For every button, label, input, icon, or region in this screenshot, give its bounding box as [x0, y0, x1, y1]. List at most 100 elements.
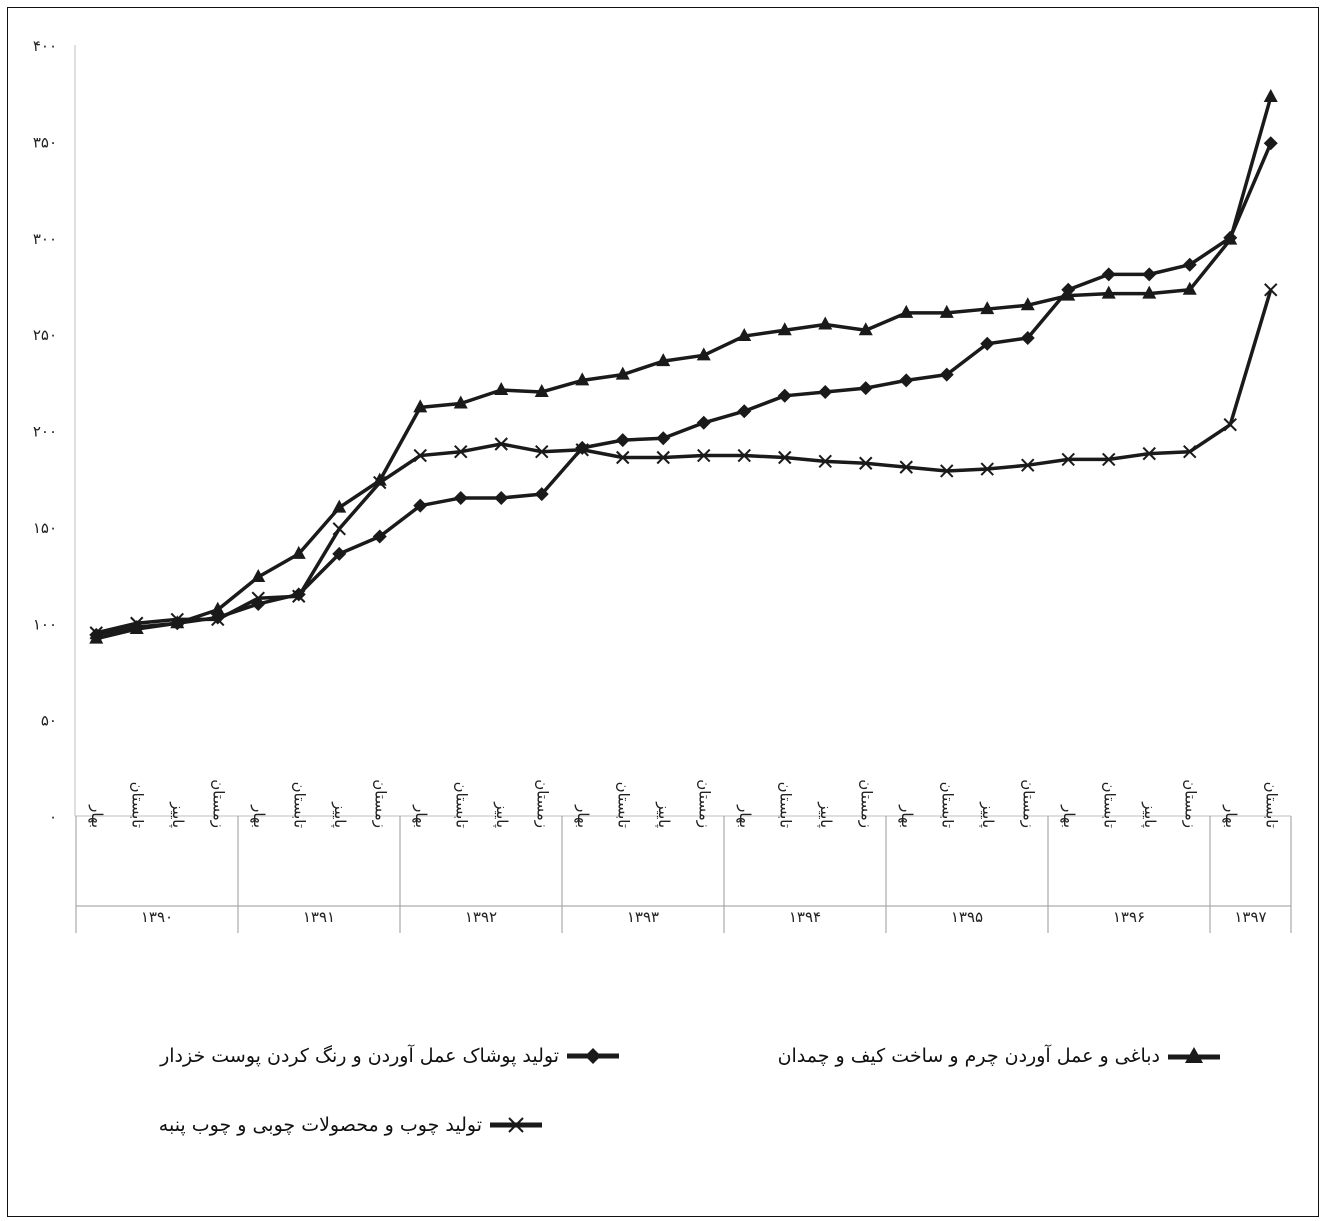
x-marker	[1102, 452, 1116, 467]
x-marker	[575, 443, 589, 457]
legend-label-wood: تولید چوب و محصولات چوبی و چوب پنبه	[158, 1114, 482, 1136]
year-label: ۱۳۹۵	[951, 908, 983, 926]
season-tick-label: بهار	[412, 804, 430, 828]
year-label: ۱۳۹۷	[1234, 908, 1266, 926]
triangle-marker	[1142, 285, 1157, 299]
triangle-marker	[1020, 297, 1035, 311]
season-tick-label: زمستان	[209, 779, 227, 828]
x-marker	[170, 612, 184, 627]
season-tick-label: تابستان	[1262, 782, 1280, 828]
x-marker	[737, 448, 751, 463]
legend-label-leather: دباغی و عمل آوردن چرم و ساخت کیف و چمدان	[777, 1045, 1160, 1067]
x-marker	[1061, 452, 1075, 467]
y-tick-label: ۲۰۰	[33, 423, 57, 441]
diamond-marker	[777, 388, 792, 403]
season-tick-label: پاییز	[168, 801, 187, 828]
diamond-marker	[858, 381, 873, 396]
x-marker	[1223, 418, 1237, 432]
diamond-marker	[1263, 136, 1278, 151]
year-label: ۱۳۹۶	[1113, 908, 1145, 926]
diamond-marker	[332, 546, 347, 561]
season-tick-label: زمستان	[1019, 779, 1037, 828]
diamond-marker	[453, 490, 468, 505]
legend-item-clothing: تولید پوشاک عمل آوردن و رنگ کردن پوست خز…	[160, 1045, 621, 1067]
diamond-marker	[1101, 267, 1116, 282]
diamond-marker	[818, 384, 833, 399]
season-tick-label: تابستان	[776, 782, 794, 828]
season-tick-label: پاییز	[978, 801, 997, 828]
diamond-marker	[413, 498, 428, 513]
triangle-marker	[494, 382, 509, 396]
year-label: ۱۳۹۱	[303, 908, 335, 926]
x-marker	[1021, 458, 1035, 472]
season-tick-label: تابستان	[938, 782, 956, 828]
triangle-marker	[534, 383, 549, 397]
x-marker	[373, 475, 387, 490]
legend-item-wood: تولید چوب و محصولات چوبی و چوب پنبه	[159, 1114, 544, 1136]
series-line-2	[95, 96, 1273, 641]
triangle-marker	[980, 301, 995, 315]
season-tick-label: پاییز	[816, 801, 835, 828]
x-marker	[940, 464, 954, 478]
triangle-marker	[737, 328, 752, 342]
year-label: ۱۳۹۴	[789, 908, 821, 926]
diamond-marker	[696, 415, 711, 430]
diamond-marker	[372, 529, 387, 544]
triangle-marker	[251, 568, 266, 582]
season-tick-label: زمستان	[371, 779, 389, 828]
triangle-marker	[899, 304, 914, 318]
season-tick-label: بهار	[736, 804, 754, 828]
y-tick-label: ۱۵۰	[33, 519, 57, 537]
y-tick-label: ۳۰۰	[33, 230, 57, 248]
season-tick-label: بهار	[574, 804, 592, 828]
y-tick-label: ۲۵۰	[33, 326, 57, 344]
y-tick-label: ۱۰۰	[33, 615, 57, 633]
x-marker	[656, 450, 670, 465]
x-marker	[535, 444, 549, 459]
x-marker	[697, 448, 711, 463]
triangle-marker	[372, 472, 387, 486]
diamond-marker	[939, 367, 954, 382]
triangle-marker	[170, 615, 185, 629]
triangle-marker	[1223, 231, 1238, 245]
triangle-marker-icon	[1166, 1046, 1222, 1066]
year-label: ۱۳۹۳	[627, 908, 659, 926]
diamond-marker	[980, 336, 995, 351]
triangle-marker	[291, 545, 306, 559]
year-label: ۱۳۹۲	[465, 908, 497, 926]
season-tick-label: تابستان	[1100, 782, 1118, 828]
triangle-marker	[1101, 285, 1116, 299]
season-tick-label: تابستان	[128, 782, 146, 828]
x-marker	[332, 522, 346, 536]
triangle-marker	[129, 621, 144, 635]
triangle-marker	[1061, 287, 1076, 301]
season-tick-label: زمستان	[1181, 779, 1199, 828]
season-tick-label: پاییز	[330, 801, 349, 828]
diamond-marker	[534, 487, 549, 502]
season-tick-label: بهار	[898, 804, 916, 828]
x-marker	[494, 437, 508, 451]
y-tick-label: ۵۰	[41, 712, 57, 730]
triangle-marker	[210, 601, 225, 615]
x-marker	[413, 448, 427, 463]
triangle-marker	[575, 372, 590, 386]
season-tick-label: پاییز	[654, 801, 673, 828]
triangle-marker	[656, 353, 671, 367]
season-tick-label: بهار	[1222, 804, 1240, 828]
x-marker	[1264, 283, 1278, 297]
triangle-marker	[332, 499, 347, 513]
season-tick-label: بهار	[250, 804, 268, 828]
triangle-marker	[1182, 281, 1197, 295]
x-marker-icon	[488, 1115, 544, 1135]
diamond-marker	[656, 431, 671, 446]
season-tick-label: پاییز	[492, 801, 511, 828]
diamond-marker	[494, 490, 509, 505]
x-marker	[899, 460, 913, 474]
x-marker	[1142, 446, 1156, 461]
series-line-1	[95, 142, 1273, 637]
x-marker	[251, 591, 265, 605]
triangle-marker	[858, 322, 873, 336]
triangle-marker	[939, 304, 954, 318]
season-tick-label: بهار	[88, 804, 106, 828]
line-chart: ۰ ۵۰ ۱۰۰ ۱۵۰ ۲۰۰ ۲۵۰ ۳۰۰ ۳۵۰ ۴۰۰ ۱۳۹۰ ۱۳۹۱ ۱۳۹۲ ۱۳۹۳…	[33, 37, 1292, 933]
